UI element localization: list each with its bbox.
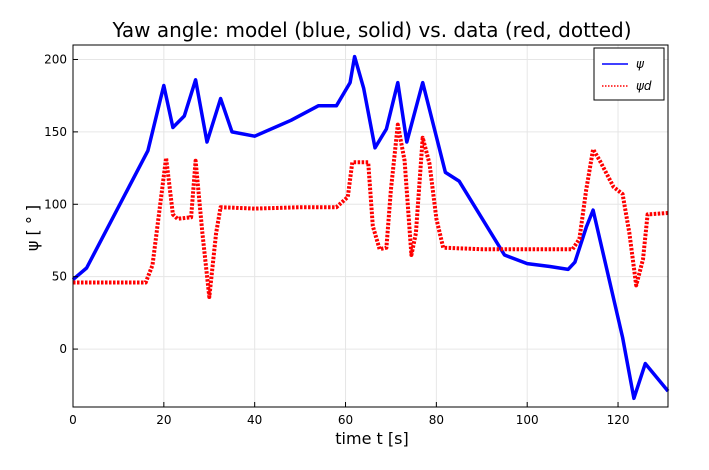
plot-frame	[72, 44, 669, 408]
legend-label-data: ψd	[636, 79, 652, 93]
legend-box	[593, 47, 665, 101]
x-tick-label: 20	[156, 413, 171, 427]
y-tick-label: 200	[44, 52, 67, 66]
grid	[72, 45, 668, 407]
chart-title: Yaw angle: model (blue, solid) vs. data …	[111, 18, 631, 42]
y-tick-label: 150	[44, 125, 67, 139]
y-axis-label: ψ [ ° ]	[23, 205, 42, 251]
legend-label-model: ψ	[636, 57, 645, 71]
series-layer	[71, 54, 670, 401]
x-tick-label: 80	[429, 413, 444, 427]
y-tick-label: 50	[52, 270, 67, 284]
series-line-data	[73, 122, 669, 299]
x-axis-label: time t [s]	[335, 429, 408, 448]
series-line-model	[71, 54, 670, 401]
legend: ψ ψd	[593, 47, 665, 101]
y-tick-label: 100	[44, 197, 67, 211]
x-tick-label: 120	[607, 413, 630, 427]
x-tick-label: 100	[516, 413, 539, 427]
x-tick-label: 60	[338, 413, 353, 427]
x-tick-label: 40	[247, 413, 262, 427]
y-tick-label: 0	[59, 342, 67, 356]
ticks: 0 20 40 60 80 100 120 0 50 100 150 200	[44, 52, 629, 427]
x-tick-label: 0	[69, 413, 77, 427]
